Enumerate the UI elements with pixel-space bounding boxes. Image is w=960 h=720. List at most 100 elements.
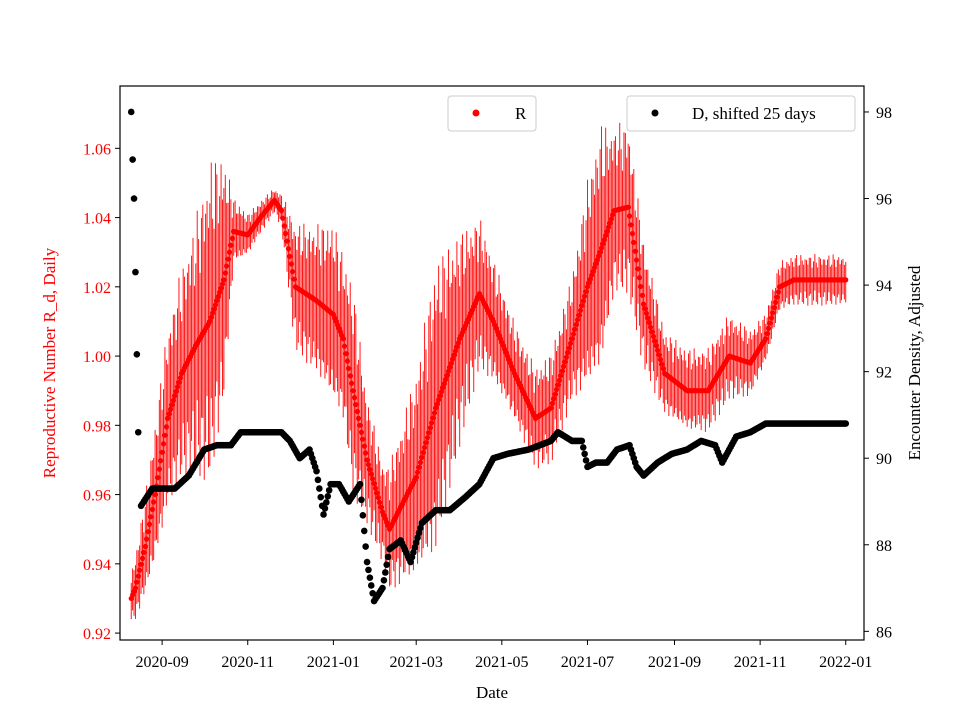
r-point: [159, 449, 165, 455]
r-point: [565, 350, 571, 356]
r-point: [438, 389, 445, 395]
r-point: [426, 430, 432, 436]
r-point: [451, 352, 457, 358]
d-point: [314, 476, 322, 484]
r-point: [764, 330, 770, 337]
r-point: [285, 246, 292, 252]
r-point: [347, 373, 353, 379]
r-point: [169, 402, 175, 408]
r-point: [162, 432, 168, 438]
y-right-tick-label: 88: [876, 538, 892, 555]
r-point: [142, 543, 148, 550]
r-point: [280, 215, 286, 221]
d-point: [384, 553, 392, 561]
r-point: [646, 320, 652, 326]
x-tick-label: 2020-11: [221, 654, 274, 671]
d-point-group: [127, 108, 850, 605]
r-point: [368, 471, 374, 477]
r-point: [284, 238, 290, 244]
r-point: [224, 263, 230, 269]
r-point: [349, 380, 355, 386]
r-point: [165, 415, 171, 421]
r-point: [775, 289, 781, 295]
r-point: [558, 373, 564, 379]
r-point: [434, 401, 440, 407]
r-point: [219, 281, 226, 287]
r-point: [555, 382, 561, 388]
r-point: [566, 345, 572, 351]
r-point: [597, 249, 603, 255]
r-point: [551, 396, 557, 402]
r-point: [629, 231, 635, 237]
r-point: [643, 310, 650, 316]
r-point: [568, 340, 574, 346]
r-point: [151, 499, 157, 505]
r-point: [552, 391, 558, 397]
d-point: [323, 499, 330, 506]
r-point: [631, 239, 637, 246]
r-point: [452, 348, 459, 354]
r-point: [560, 363, 567, 370]
r-point: [843, 277, 849, 283]
r-point: [146, 521, 153, 527]
r-point: [626, 213, 633, 219]
r-point: [572, 326, 578, 332]
r-point: [553, 386, 560, 393]
r-point: [343, 351, 349, 357]
r-point: [580, 298, 586, 304]
r-point: [600, 241, 606, 247]
r-point: [158, 458, 164, 464]
d-point: [325, 486, 333, 494]
r-point: [648, 324, 654, 330]
r-point: [156, 466, 162, 472]
x-tick-label: 2021-09: [648, 654, 701, 671]
d-point: [382, 569, 389, 576]
r-point: [148, 514, 154, 520]
d-point: [363, 558, 371, 566]
r-point: [372, 485, 379, 491]
r-point: [763, 336, 769, 342]
r-point: [548, 405, 554, 411]
r-point: [363, 450, 369, 456]
r-point: [210, 310, 216, 316]
d-point: [134, 428, 142, 436]
r-point: [132, 585, 139, 591]
r-point: [374, 490, 380, 496]
r-point: [344, 358, 351, 364]
r-point: [360, 436, 366, 442]
r-point: [138, 561, 144, 567]
r-point: [172, 393, 178, 399]
x-tick-label: 2020-09: [135, 654, 188, 671]
r-point: [166, 411, 172, 417]
r-point: [603, 232, 609, 239]
r-point: [625, 204, 631, 210]
d-point: [362, 543, 369, 550]
r-point: [217, 289, 223, 295]
r-point: [604, 228, 610, 235]
r-point: [559, 368, 565, 374]
r-point: [177, 375, 183, 381]
r-point: [642, 306, 648, 312]
x-tick-label: 2021-01: [307, 654, 360, 671]
r-point-group: [128, 197, 849, 602]
r-point: [577, 307, 584, 314]
r-point: [774, 294, 780, 300]
d-point: [360, 527, 368, 535]
r-point: [608, 216, 614, 222]
r-point: [573, 321, 579, 328]
r-point: [657, 356, 664, 363]
d-point: [379, 584, 386, 592]
r-point: [144, 536, 150, 542]
d-point: [582, 457, 590, 464]
r-point: [377, 499, 383, 506]
d-point: [127, 108, 135, 116]
x-tick-label: 2022-01: [819, 654, 872, 671]
r-point: [444, 372, 450, 379]
r-point: [176, 379, 182, 385]
r-point: [645, 315, 651, 321]
r-point: [207, 318, 213, 325]
r-point: [419, 454, 425, 461]
r-point: [639, 292, 645, 298]
r-point: [155, 475, 161, 481]
r-point: [225, 256, 231, 262]
